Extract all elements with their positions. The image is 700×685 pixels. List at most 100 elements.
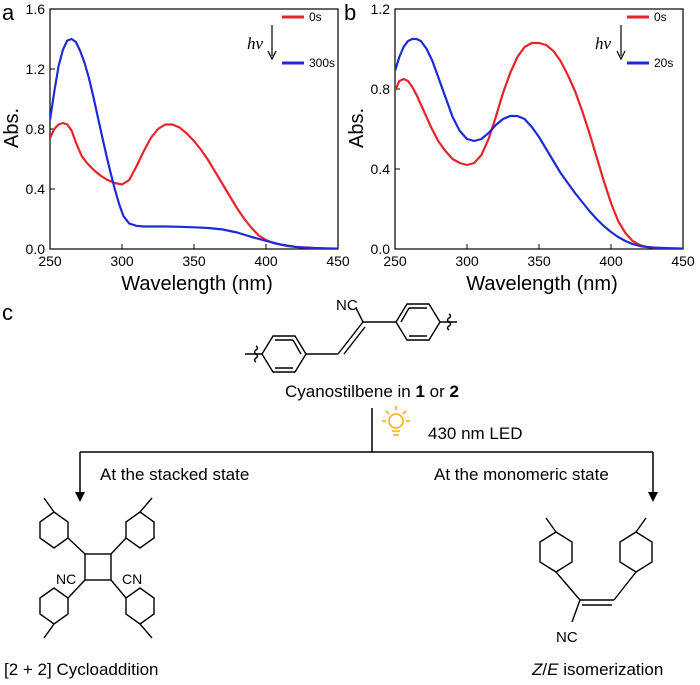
legend: 0s 20s hv (595, 10, 673, 70)
series-line-0s (395, 41, 683, 249)
light-bulb-icon (382, 406, 410, 436)
hv-annotation: hv (247, 34, 264, 53)
legend-label-20s: 20s (654, 56, 673, 70)
ring-ur (125, 511, 155, 549)
y-tick-label: 0.0 (371, 241, 391, 257)
reaction-scheme: NC Cyanostilbene in 1 or 2 430 nm LED At… (4, 300, 663, 679)
right-product-slash: / (542, 660, 547, 679)
chart-b: Abs. Wavelength (nm) 0s 20s hv 250 300 350… (346, 1, 695, 295)
nc-label-isomer: NC (556, 629, 578, 646)
y-tick-label: 0.4 (371, 161, 391, 177)
ray-ur (402, 410, 407, 415)
branch-arrows (75, 408, 658, 502)
wavy-right (635, 517, 647, 533)
bond-cn (571, 599, 581, 623)
x-tick-label: 400 (254, 253, 278, 269)
ring-ll (39, 587, 69, 625)
right-benzene-ring (395, 303, 441, 341)
wavy-ll (43, 623, 55, 639)
left-branch-label: At the stacked state (100, 465, 249, 484)
x-tick-label: 400 (599, 253, 623, 269)
ring-ul (39, 511, 69, 549)
xlabel: Wavelength (nm) (121, 273, 273, 295)
x-tick-label: 250 (383, 253, 407, 269)
right-product-label: Z/E isomerization (531, 660, 663, 679)
monomer-caption-bold2: 2 (449, 382, 458, 401)
bond-left-ring (555, 571, 581, 601)
legend-label-0s: 0s (654, 10, 667, 24)
x-tick-label: 300 (110, 253, 134, 269)
series-line-0s (50, 121, 338, 249)
z-stilbene-structure (539, 517, 653, 623)
x-tick-label: 450 (671, 253, 695, 269)
monomer-caption: Cyanostilbene in 1 or 2 (285, 382, 459, 401)
led-label: 430 nm LED (428, 424, 523, 443)
legend-label-300s: 300s (309, 56, 335, 70)
left-benzene-ring (261, 335, 307, 373)
ring-lr (125, 587, 155, 625)
chart-a: Abs. Wavelength (nm) 0s 300s hv 250 300 35… (1, 1, 350, 295)
right-branch-label: At the monomeric state (434, 465, 609, 484)
y-tick-label: 0.4 (26, 181, 46, 197)
y-tick-label: 1.6 (26, 1, 46, 17)
wavy-left (545, 517, 557, 533)
panel-label-b: b (344, 0, 357, 25)
right-product-suffix: isomerization (558, 660, 663, 679)
legend: 0s 300s hv (247, 10, 335, 70)
nc-label-top: NC (336, 300, 358, 314)
panel-label-c: c (2, 300, 13, 325)
y-tick-label: 0.8 (26, 121, 46, 137)
ylabel: Abs. (1, 108, 23, 148)
hv-arrow-head (616, 50, 626, 61)
ring-left (539, 531, 573, 573)
cyanostilbene-structure (245, 303, 457, 373)
y-tick-label: 1.2 (371, 1, 391, 17)
ring-right (619, 531, 653, 573)
hv-arrow-head (267, 50, 277, 61)
monomer-caption-bold1: 1 (415, 382, 424, 401)
monomer-caption-prefix: Cyanostilbene in (285, 382, 415, 401)
cn-label-dimer: CN (122, 571, 142, 587)
vinyl-double-bond (337, 321, 364, 355)
nc-label-dimer: NC (56, 571, 76, 587)
wavy-ul (43, 497, 55, 513)
vinyl-double-bond-2 (343, 326, 366, 355)
bulb-glass (388, 413, 404, 429)
ylabel: Abs. (346, 108, 368, 148)
plot-frame (49, 8, 339, 250)
bond-ur (110, 537, 127, 555)
bond-ll (67, 579, 86, 599)
left-product-label: [2 + 2] Cycloaddition (4, 660, 159, 679)
x-tick-label: 350 (527, 253, 551, 269)
x-tick-label: 250 (38, 253, 62, 269)
y-tick-label: 0.8 (371, 81, 391, 97)
panel-label-a: a (2, 0, 15, 25)
x-tick-label: 300 (455, 253, 479, 269)
right-product-z: Z (531, 660, 543, 679)
y-tick-label: 0.0 (26, 241, 46, 257)
hv-annotation: hv (595, 34, 612, 53)
wavy-lr (139, 623, 153, 639)
cyclobutane-dimer-structure (39, 497, 155, 639)
series-line-20s (395, 37, 683, 249)
cyclobutane-ring (84, 553, 112, 581)
series-line-300s (50, 37, 338, 249)
left-wavy-mark (253, 345, 259, 363)
bond-lr (110, 579, 127, 599)
right-ring-double-3 (400, 307, 410, 323)
bond-ul (67, 537, 86, 555)
x-tick-label: 450 (326, 253, 350, 269)
legend-label-0s: 0s (309, 10, 322, 24)
left-ring-double-3 (292, 339, 302, 355)
plot-frame (394, 8, 684, 250)
bond-right-ring (613, 571, 637, 601)
cn-bond (355, 307, 364, 323)
y-tick-label: 1.2 (26, 61, 46, 77)
right-wavy-mark (446, 313, 452, 331)
ray-ul (385, 410, 390, 415)
right-product-e: E (547, 660, 559, 679)
wavy-ur (139, 497, 153, 513)
x-tick-label: 350 (182, 253, 206, 269)
monomer-caption-mid: or (425, 382, 450, 401)
xlabel: Wavelength (nm) (466, 273, 618, 295)
